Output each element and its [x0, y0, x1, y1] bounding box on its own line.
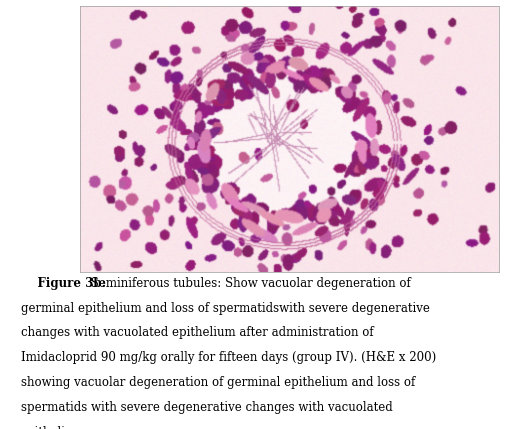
Text: Seminiferous tubules: Show vacuolar degeneration of: Seminiferous tubules: Show vacuolar dege… — [87, 277, 410, 290]
Text: Imidacloprid 90 mg/kg orally for fifteen days (group IV). (H&E x 200): Imidacloprid 90 mg/kg orally for fifteen… — [21, 351, 436, 364]
Text: spermatids with severe degenerative changes with vacuolated: spermatids with severe degenerative chan… — [21, 401, 392, 414]
Text: changes with vacuolated epithelium after administration of: changes with vacuolated epithelium after… — [21, 326, 373, 339]
Text: epithelium.: epithelium. — [21, 426, 88, 429]
Text: germinal epithelium and loss of spermatidswith severe degenerative: germinal epithelium and loss of spermati… — [21, 302, 430, 314]
Text: Figure 3b:: Figure 3b: — [21, 277, 105, 290]
Text: showing vacuolar degeneration of germinal epithelium and loss of: showing vacuolar degeneration of germina… — [21, 376, 415, 389]
